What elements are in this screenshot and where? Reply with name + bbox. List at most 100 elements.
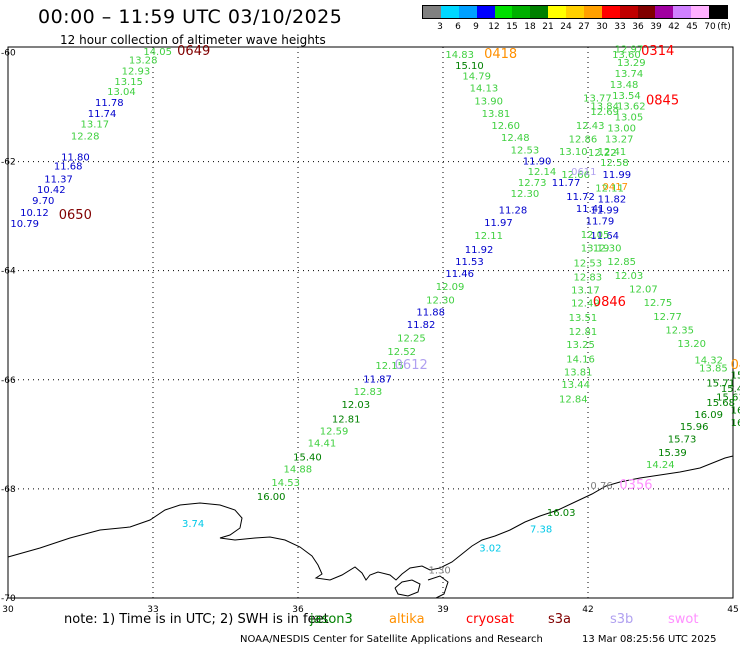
- wave-height-value: 14.24: [646, 460, 675, 471]
- wave-height-value: 12.22: [588, 148, 617, 159]
- wave-height-value: 12.52: [387, 347, 416, 358]
- wave-height-value: 11.74: [88, 109, 117, 120]
- colorbar-labels: 3 6 9 12 15 18 21 24 27 30 33 36 39 42 45 70 (ft): [422, 22, 740, 34]
- colorbar-swatch: [530, 6, 549, 18]
- wave-height-value: 16.00: [257, 492, 286, 503]
- wave-height-value: 13.60: [612, 50, 641, 61]
- wave-height-value: 12.85: [607, 257, 636, 268]
- wave-height-value: 13.77: [583, 94, 612, 105]
- wave-height-value: 14.32: [694, 355, 723, 366]
- wave-height-colorbar: [422, 5, 728, 19]
- wave-height-value: 15.71: [706, 378, 735, 389]
- wave-height-value: 13.44: [561, 380, 590, 391]
- wave-height-value: 12.05: [581, 230, 610, 241]
- wave-height-value: 11.46: [445, 269, 474, 280]
- colorbar-swatch: [494, 6, 513, 18]
- satellite-legend-item: swot: [668, 612, 699, 627]
- colorbar-label: 21: [542, 22, 554, 32]
- wave-height-value: 11.64: [590, 231, 619, 242]
- generation-timestamp: 13 Mar 08:25:56 UTC 2025: [582, 634, 717, 645]
- wave-height-value: 12.86: [569, 134, 598, 145]
- pass-time-label: 0356: [619, 478, 652, 493]
- wave-height-value: 1.30: [429, 565, 451, 576]
- colorbar-swatch: [583, 6, 602, 18]
- longitude-label: 42: [582, 605, 593, 615]
- colorbar-label: 70: [704, 22, 716, 32]
- colorbar-label: 3: [437, 22, 443, 32]
- wave-height-value: 0417: [603, 182, 628, 193]
- wave-height-value: 13.29: [617, 58, 646, 69]
- colorbar-label: 33: [614, 22, 626, 32]
- colorbar-swatch: [512, 6, 531, 18]
- wave-height-value: 16: [731, 418, 740, 429]
- wave-height-value: 12.59: [320, 426, 349, 437]
- wave-height-value: 11.41: [576, 204, 605, 215]
- wave-height-value: 11.79: [586, 216, 615, 227]
- wave-height-value: 12.49: [571, 299, 600, 310]
- wave-height-value: 0.76: [590, 481, 612, 492]
- latitude-label: -64: [1, 267, 16, 277]
- wave-height-value: 14.53: [271, 478, 300, 489]
- colorbar-swatch: [619, 6, 638, 18]
- wave-height-value: 12.03: [342, 400, 371, 411]
- map-subtitle: 12 hour collection of altimeter wave hei…: [60, 33, 326, 47]
- wave-height-value: 13.25: [566, 340, 595, 351]
- wave-height-value: 11.88: [416, 307, 445, 318]
- wave-height-value: 12.28: [71, 132, 100, 143]
- wave-height-value: 14.13: [470, 84, 499, 95]
- wave-height-value: 13.62: [617, 102, 646, 113]
- wave-height-value: 13.84: [590, 102, 619, 113]
- credit-line: NOAA/NESDIS Center for Satellite Applica…: [240, 634, 543, 645]
- wave-height-value: 14.79: [462, 72, 491, 83]
- wave-height-value: 11.99: [603, 170, 632, 181]
- wave-height-value: 11.78: [95, 98, 124, 109]
- wave-height-value: 11.99: [590, 205, 619, 216]
- wave-height-value: 13.85: [699, 364, 728, 375]
- wave-height-value: 13.54: [612, 91, 641, 102]
- wave-height-value: 13.19: [581, 244, 610, 255]
- wave-height-value: 13.74: [615, 69, 644, 80]
- colorbar-label: (ft): [717, 22, 731, 32]
- wave-height-value: 12.69: [590, 107, 619, 118]
- wave-height-value: 15.61: [716, 393, 740, 404]
- wave-height-value: 15.47: [721, 384, 740, 395]
- wave-height-value: 12.35: [665, 325, 694, 336]
- wave-height-value: 16.03: [547, 508, 576, 519]
- longitude-label: 33: [147, 605, 158, 615]
- wave-height-value: 13.20: [677, 339, 706, 350]
- wave-height-value: 3.02: [479, 544, 501, 555]
- wave-height-value: 12.41: [598, 147, 627, 158]
- wave-height-value: 11.28: [499, 205, 528, 216]
- wave-height-value: 13.81: [564, 367, 593, 378]
- wave-height-value: 12.48: [501, 133, 530, 144]
- wave-height-value: 11.82: [598, 194, 627, 205]
- colorbar-label: 30: [596, 22, 608, 32]
- colorbar-label: 12: [488, 22, 500, 32]
- wave-height-value: 12.30: [593, 244, 622, 255]
- wave-height-value: 12.58: [600, 158, 629, 169]
- colorbar-swatch: [566, 6, 584, 18]
- wave-height-value: 12.09: [436, 282, 465, 293]
- satellite-legend-item: s3b: [610, 612, 634, 627]
- satellite-legend-item: jason3: [310, 612, 353, 627]
- wave-height-value: 12.30: [511, 189, 540, 200]
- pass-time-label: 0845: [646, 93, 679, 108]
- wave-height-value: 11.92: [465, 245, 494, 256]
- pass-time-label: 0846: [593, 295, 626, 310]
- wave-height-value: 12.84: [559, 395, 588, 406]
- wave-height-value: 12.81: [332, 414, 361, 425]
- wave-height-value: 13.28: [129, 55, 158, 66]
- ice-shelf-outline: [427, 575, 449, 599]
- wave-height-value: 13.00: [607, 124, 636, 135]
- pass-time-label: 0650: [59, 208, 92, 223]
- wave-height-value: 15.: [731, 371, 740, 382]
- colorbar-label: 24: [560, 22, 572, 32]
- wave-height-value: 12.97: [615, 44, 644, 55]
- longitude-label: 39: [437, 605, 449, 615]
- wave-height-value: 12.30: [426, 295, 455, 306]
- wave-height-value: 12.60: [491, 121, 520, 132]
- colorbar-swatch: [548, 6, 566, 18]
- wave-height-value: 12.03: [615, 271, 644, 282]
- wave-height-value: 15.39: [658, 448, 687, 459]
